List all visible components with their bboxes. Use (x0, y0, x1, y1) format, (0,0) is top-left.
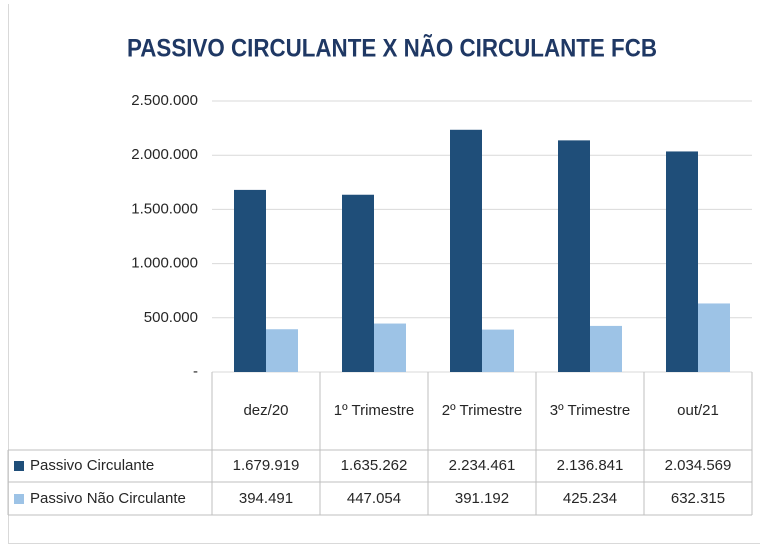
bar (374, 323, 406, 372)
bar (666, 151, 698, 372)
category-label: 2º Trimestre (441, 402, 523, 419)
bar (698, 303, 730, 372)
value-label: 425.234 (562, 489, 618, 507)
y-tick-label: 2.000.000 (131, 146, 198, 163)
value-label: 1.679.919 (232, 457, 300, 474)
legend-key (14, 461, 24, 471)
bar (342, 194, 374, 372)
bar (482, 329, 514, 372)
value-label: 632.315 (670, 489, 726, 507)
legend-label: Passivo Circulante (30, 457, 155, 474)
bar (234, 189, 266, 372)
y-tick-label: 1.000.000 (131, 255, 198, 272)
y-tick-label: 500.000 (144, 309, 198, 326)
value-label: 394.491 (238, 489, 294, 507)
bar (266, 329, 298, 372)
bar (450, 129, 482, 372)
bar (558, 140, 590, 372)
bar (590, 325, 622, 372)
value-label: 2.136.841 (556, 457, 624, 474)
y-tick-label: 2.500.000 (131, 92, 198, 109)
legend-key (14, 493, 24, 504)
category-label: dez/20 (243, 402, 289, 419)
y-tick-label: 1.500.000 (131, 200, 198, 217)
value-label: 2.034.569 (664, 457, 732, 474)
value-label: 2.234.461 (448, 457, 516, 474)
legend-entry: Passivo Circulante (8, 450, 212, 482)
legend-entry: Passivo Não Circulante (8, 482, 212, 515)
value-label: 1.635.262 (340, 457, 408, 474)
y-tick-label: - (193, 363, 198, 380)
chart-title: PASSIVO CIRCULANTE X NÃO CIRCULANTE FCB (127, 33, 657, 63)
category-label: out/21 (677, 402, 719, 419)
category-label: 1º Trimestre (333, 402, 415, 419)
chart-frame (8, 4, 760, 544)
legend-label: Passivo Não Circulante (30, 489, 186, 507)
category-label: 3º Trimestre (549, 402, 631, 419)
value-label: 391.192 (454, 489, 510, 507)
value-label: 447.054 (346, 489, 402, 507)
